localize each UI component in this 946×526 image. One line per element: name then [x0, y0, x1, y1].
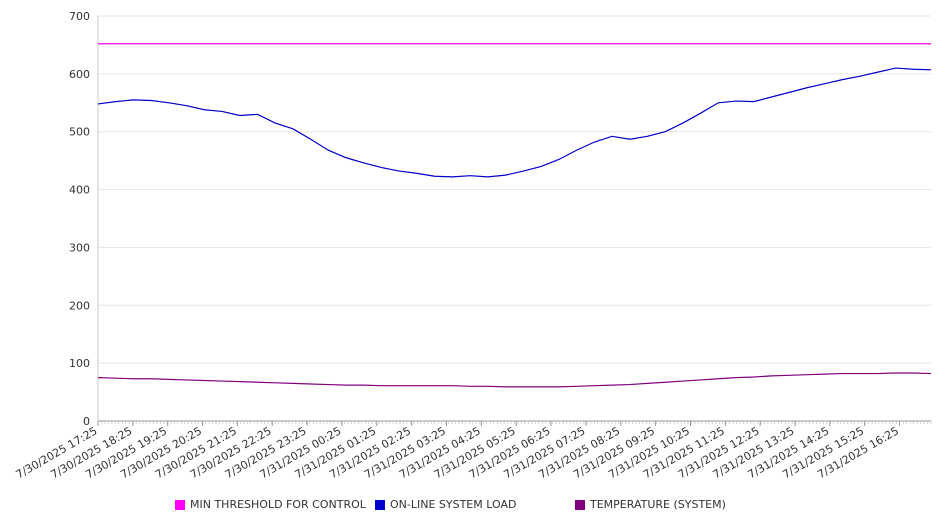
legend-label-temperature: TEMPERATURE (SYSTEM)	[590, 498, 726, 511]
legend-swatch-min-threshold	[175, 499, 185, 510]
legend-swatch-system-load	[375, 499, 385, 510]
y-axis: 0 100 200 300 400 500 600 700	[69, 10, 99, 428]
y-tick-label: 700	[69, 10, 90, 23]
series-line-2	[97, 372, 932, 388]
legend: MIN THRESHOLD FOR CONTROL ON-LINE SYSTEM…	[0, 498, 946, 514]
y-tick-label: 200	[69, 299, 90, 312]
legend-swatch-temperature	[575, 499, 585, 510]
x-axis: 7/30/2025 17:257/30/2025 18:257/30/2025 …	[14, 420, 932, 481]
legend-item-temperature: TEMPERATURE (SYSTEM)	[575, 498, 726, 511]
y-tick-label: 0	[83, 415, 90, 428]
legend-label-min-threshold: MIN THRESHOLD FOR CONTROL	[190, 498, 366, 511]
grid-lines	[98, 15, 931, 422]
legend-label-system-load: ON-LINE SYSTEM LOAD	[390, 498, 517, 511]
y-tick-label: 600	[69, 68, 90, 81]
legend-item-system-load: ON-LINE SYSTEM LOAD	[375, 498, 516, 511]
y-tick-label: 300	[69, 241, 90, 254]
y-tick-label: 100	[69, 357, 90, 370]
series-line-1	[97, 67, 932, 178]
y-tick-label: 400	[69, 184, 90, 197]
series-lines	[97, 43, 932, 388]
y-tick-label: 500	[69, 126, 90, 139]
legend-item-min-threshold: MIN THRESHOLD FOR CONTROL	[175, 498, 366, 511]
